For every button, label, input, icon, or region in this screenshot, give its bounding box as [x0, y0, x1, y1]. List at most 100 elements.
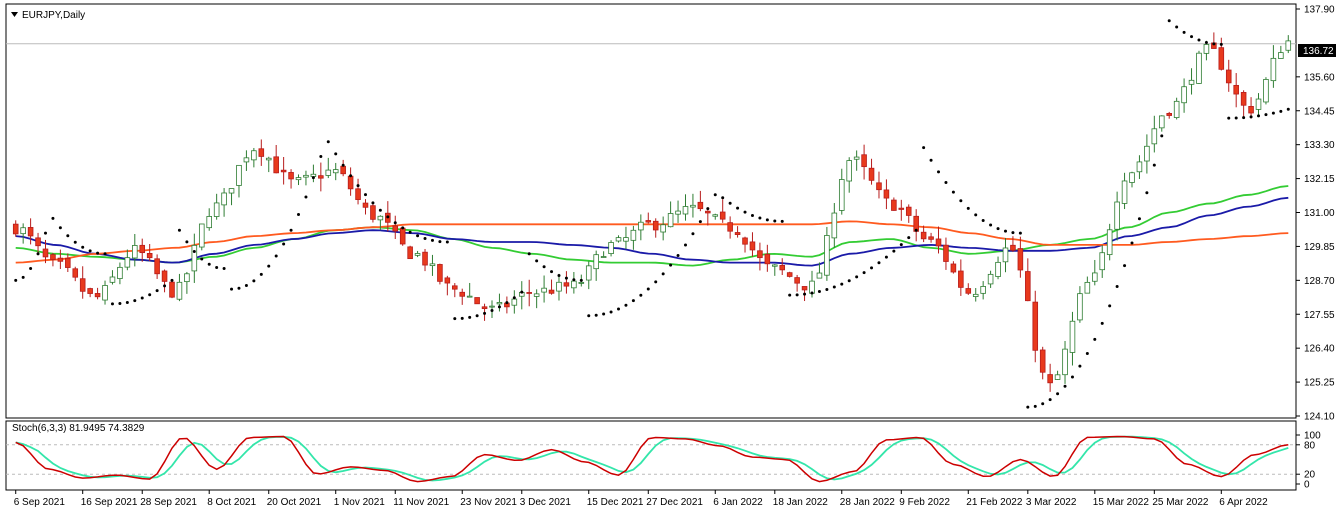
- sar-dot: [334, 152, 338, 156]
- sar-dot: [862, 271, 866, 275]
- sar-dot: [177, 228, 181, 232]
- candle-body: [950, 263, 957, 273]
- sar-dot: [51, 216, 55, 220]
- candle-body: [943, 244, 949, 262]
- candle-body: [1032, 301, 1039, 351]
- candle-body: [1240, 92, 1247, 106]
- candle: [87, 287, 93, 298]
- candle: [27, 218, 34, 245]
- candle: [511, 290, 518, 314]
- candle: [868, 158, 875, 185]
- candle: [571, 272, 577, 294]
- sar-dot: [483, 311, 487, 315]
- candle: [370, 201, 376, 223]
- sar-dot: [148, 293, 152, 297]
- sar-dot: [594, 313, 598, 317]
- candle-body: [228, 188, 235, 194]
- candle-body: [652, 220, 659, 231]
- candle: [459, 288, 466, 305]
- candle: [764, 244, 771, 272]
- sar-dot: [728, 201, 732, 205]
- sar-dot: [200, 257, 204, 261]
- stoch-tick-label: 100: [1304, 431, 1321, 442]
- stoch-tick-label: 20: [1304, 470, 1316, 481]
- sar-dot: [520, 290, 524, 294]
- candle-body: [251, 150, 257, 161]
- candle-body: [853, 156, 860, 160]
- sar-dot: [609, 310, 613, 314]
- candle-body: [94, 293, 101, 298]
- candle-body: [958, 270, 964, 288]
- sar-dot: [877, 261, 881, 265]
- candle: [734, 226, 741, 238]
- sar-dot: [468, 315, 472, 319]
- candle: [898, 199, 905, 221]
- sar-dot: [304, 195, 308, 199]
- candle: [1032, 290, 1039, 363]
- collapse-triangle-icon[interactable]: [11, 12, 18, 17]
- candle-body: [868, 167, 875, 181]
- sar-dot: [743, 210, 747, 214]
- candle-body: [1278, 52, 1284, 59]
- sar-dot: [88, 249, 92, 253]
- sar-dot: [207, 262, 211, 266]
- sar-dot: [870, 266, 874, 270]
- candle: [563, 271, 570, 294]
- candle: [682, 194, 689, 221]
- candle: [407, 245, 413, 260]
- candle-body: [161, 270, 168, 282]
- candle-body: [347, 175, 354, 190]
- sar-dot: [587, 314, 591, 318]
- candle: [332, 162, 339, 181]
- candle-body: [1263, 79, 1269, 103]
- candle-body: [496, 302, 503, 305]
- candle-body: [1218, 47, 1225, 70]
- candle-body: [801, 286, 808, 291]
- candle-body: [712, 214, 719, 217]
- candle-body: [191, 244, 198, 272]
- candle-body: [198, 223, 205, 248]
- current-price-tag: [1298, 44, 1336, 57]
- candle: [548, 279, 555, 295]
- candle-body: [571, 280, 577, 289]
- stoch-tick-label: 0: [1304, 480, 1310, 491]
- candle-body: [102, 285, 108, 301]
- candle-body: [838, 179, 845, 211]
- sar-dot: [1227, 116, 1231, 120]
- price-pane-frame: [5, 3, 1297, 419]
- candle-body: [1121, 180, 1128, 204]
- sar-dot: [29, 267, 33, 271]
- candle: [1002, 237, 1009, 273]
- candle: [660, 216, 666, 241]
- candle-body: [541, 287, 547, 293]
- candle: [1121, 172, 1128, 210]
- candle: [1255, 93, 1262, 117]
- candle: [824, 226, 830, 281]
- symbol-label: EURJPY,Daily: [22, 10, 85, 21]
- sar-dot: [1167, 19, 1171, 23]
- candle: [928, 232, 934, 243]
- candle-body: [325, 169, 332, 176]
- price-tick-label: 129.85: [1304, 242, 1335, 253]
- candle-body: [1158, 115, 1165, 129]
- candle: [593, 250, 599, 281]
- candle-body: [221, 192, 227, 206]
- candle: [533, 289, 540, 309]
- candle: [1039, 346, 1046, 380]
- sar-dot: [631, 299, 635, 303]
- candle: [1203, 40, 1210, 61]
- date-tick-label: 9 Feb 2022: [899, 497, 950, 508]
- candle: [221, 188, 227, 217]
- candle: [883, 179, 890, 210]
- candle-body: [154, 258, 160, 275]
- candle-body: [920, 231, 927, 240]
- sar-dot: [58, 226, 62, 230]
- candle: [109, 270, 116, 285]
- candle-body: [1017, 248, 1024, 271]
- sar-dot: [192, 249, 196, 253]
- candle-body: [824, 235, 830, 276]
- candle: [318, 162, 324, 192]
- stoch-pane-border: [5, 420, 1297, 491]
